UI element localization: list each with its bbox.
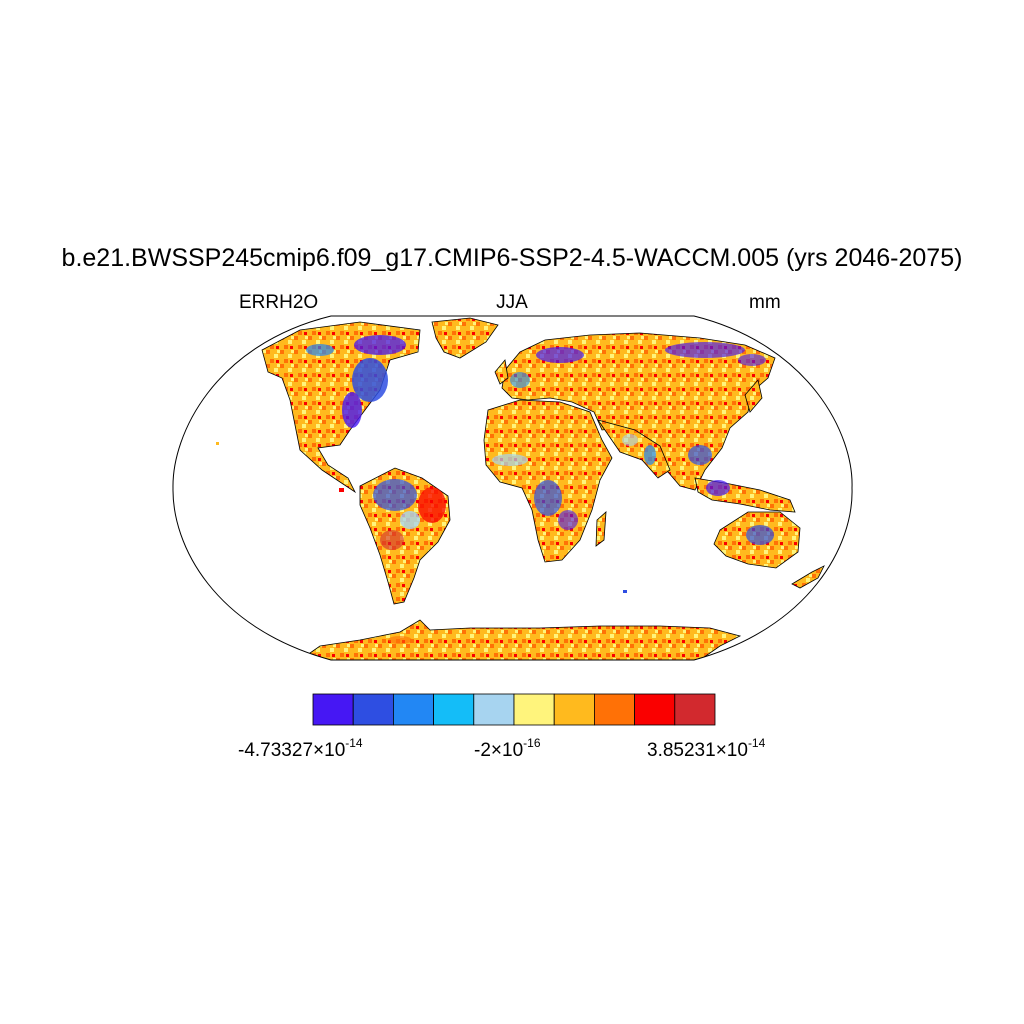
colorbar-swatch [433, 693, 475, 726]
new-zealand [791, 565, 825, 589]
season-label: JJA [496, 292, 528, 313]
colorbar-label-mid: -2×10-16 [474, 736, 541, 761]
colorbar [312, 693, 716, 726]
variable-label: ERRH2O [239, 292, 319, 313]
antarctica [298, 619, 742, 660]
colorbar-swatch [594, 693, 636, 726]
island-cell [623, 590, 627, 593]
colorbar-swatch [553, 693, 595, 726]
colorbar-label-min: -4.73327×10-14 [238, 736, 363, 761]
greenland [431, 317, 499, 359]
colorbar-swatch [312, 693, 354, 726]
colorbar-swatch [473, 693, 515, 726]
galapagos-cell [339, 488, 344, 492]
plot-title: b.e21.BWSSP245cmip6.f09_g17.CMIP6-SSP2-4… [61, 244, 963, 272]
hawaii-cell [216, 442, 219, 445]
colorbar-swatch [392, 693, 434, 726]
colorbar-swatch [634, 693, 676, 726]
anomaly-patches [306, 335, 774, 644]
colorbar-label-max: 3.85231×10-14 [647, 736, 766, 761]
globe-outline [172, 315, 853, 661]
japan [744, 379, 763, 413]
colorbar-swatch [674, 693, 716, 726]
colorbar-swatch [513, 693, 555, 726]
land-field [216, 317, 825, 660]
colorbar-swatch [352, 693, 394, 726]
units-label: mm [749, 292, 781, 313]
british-isles [494, 359, 509, 385]
madagascar [595, 511, 607, 547]
